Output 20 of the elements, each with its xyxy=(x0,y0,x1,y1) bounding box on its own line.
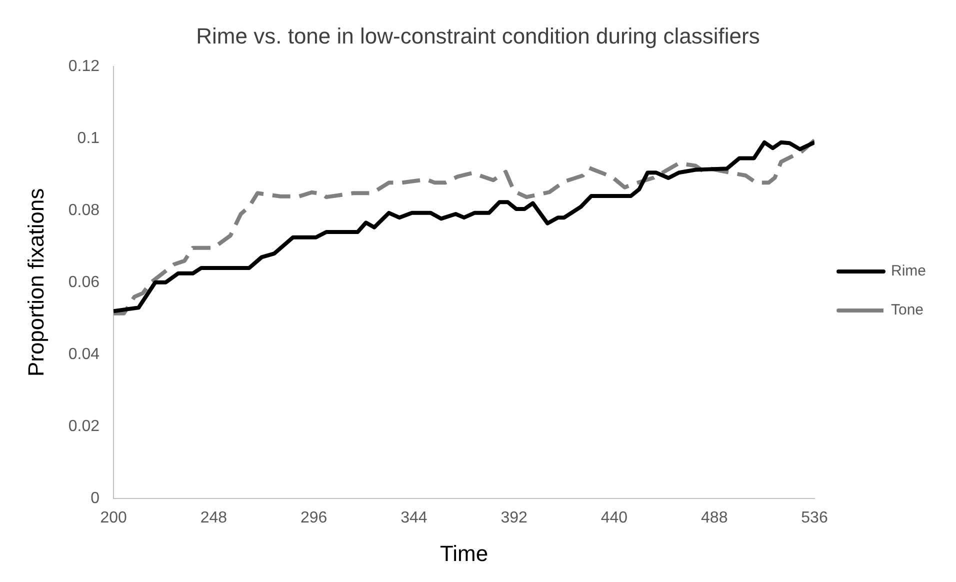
x-tick-label: 392 xyxy=(500,509,528,526)
x-axis-title: Time xyxy=(440,540,488,566)
legend-label: Tone xyxy=(891,302,924,319)
x-tick-label: 200 xyxy=(100,509,127,526)
x-tick-label: 488 xyxy=(701,509,728,526)
y-tick-label: 0.06 xyxy=(68,274,100,291)
y-tick-label: 0.08 xyxy=(68,202,100,219)
y-tick-label: 0.04 xyxy=(68,346,100,363)
x-tick-label: 248 xyxy=(200,509,228,526)
y-tick-label: 0.12 xyxy=(68,58,100,75)
x-tick-label: 344 xyxy=(400,509,428,526)
x-tick-label: 440 xyxy=(600,509,628,526)
chart-title: Rime vs. tone in low-constraint condition during classifiers xyxy=(196,23,760,48)
y-tick-label: 0 xyxy=(90,490,100,507)
x-tick-label: 296 xyxy=(300,509,328,526)
y-tick-label: 0.02 xyxy=(68,418,100,435)
x-tick-label: 536 xyxy=(801,509,828,526)
y-tick-label: 0.1 xyxy=(77,130,100,147)
y-axis-title: Proportion fixations xyxy=(23,188,48,377)
legend-label: Rime xyxy=(891,262,926,280)
